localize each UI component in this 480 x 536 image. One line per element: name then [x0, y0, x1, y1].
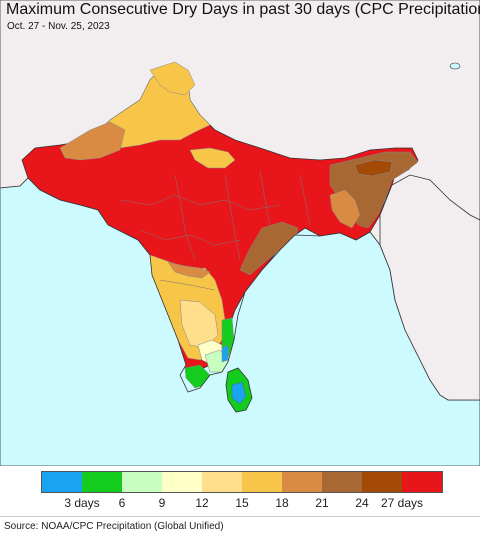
legend-label: 6 [118, 496, 126, 510]
region-27-bhutan [354, 159, 393, 177]
legend-label: 15 [235, 496, 249, 510]
legend-swatch [202, 472, 242, 492]
land-southeast-asia [379, 174, 480, 401]
region-21-pakistan [59, 121, 126, 161]
lake [449, 62, 461, 70]
legend-label: 24 [355, 496, 369, 510]
region-kashmir [149, 61, 196, 96]
legend-label: 12 [195, 496, 209, 510]
legend-swatch [162, 472, 202, 492]
region-18-plains [189, 147, 236, 169]
legend-label: 18 [275, 496, 289, 510]
state-borders [119, 169, 311, 291]
legend-label: 27 days [380, 496, 424, 510]
map-area: Maximum Consecutive Dry Days in past 30 … [0, 0, 480, 466]
dry-days-map [0, 0, 480, 466]
footer-divider [0, 516, 480, 517]
region-21-northeast [329, 189, 361, 229]
legend-swatch [122, 472, 162, 492]
legend-label: 3 days [64, 496, 100, 510]
region-3-coast [221, 344, 229, 363]
legend-label: 21 [315, 496, 329, 510]
legend-swatch [282, 472, 322, 492]
legend-swatch [402, 472, 442, 492]
legend-swatch [362, 472, 402, 492]
date-range: Oct. 27 - Nov. 25, 2023 [7, 21, 110, 32]
legend-swatch [42, 472, 82, 492]
legend-swatch [82, 472, 122, 492]
region-24-east [239, 221, 299, 276]
legend-swatch [242, 472, 282, 492]
map-title: Maximum Consecutive Dry Days in past 30 … [6, 1, 480, 18]
legend-colorbar [41, 471, 443, 493]
legend-labels: 3 days 6 9 12 15 18 21 24 27 days [0, 496, 480, 512]
legend-swatch [322, 472, 362, 492]
region-21-deccan [167, 261, 211, 279]
sri-lanka-blue [231, 381, 247, 405]
source-note: Source: NOAA/CPC Precipitation (Global U… [4, 521, 224, 532]
legend-label: 9 [158, 496, 166, 510]
